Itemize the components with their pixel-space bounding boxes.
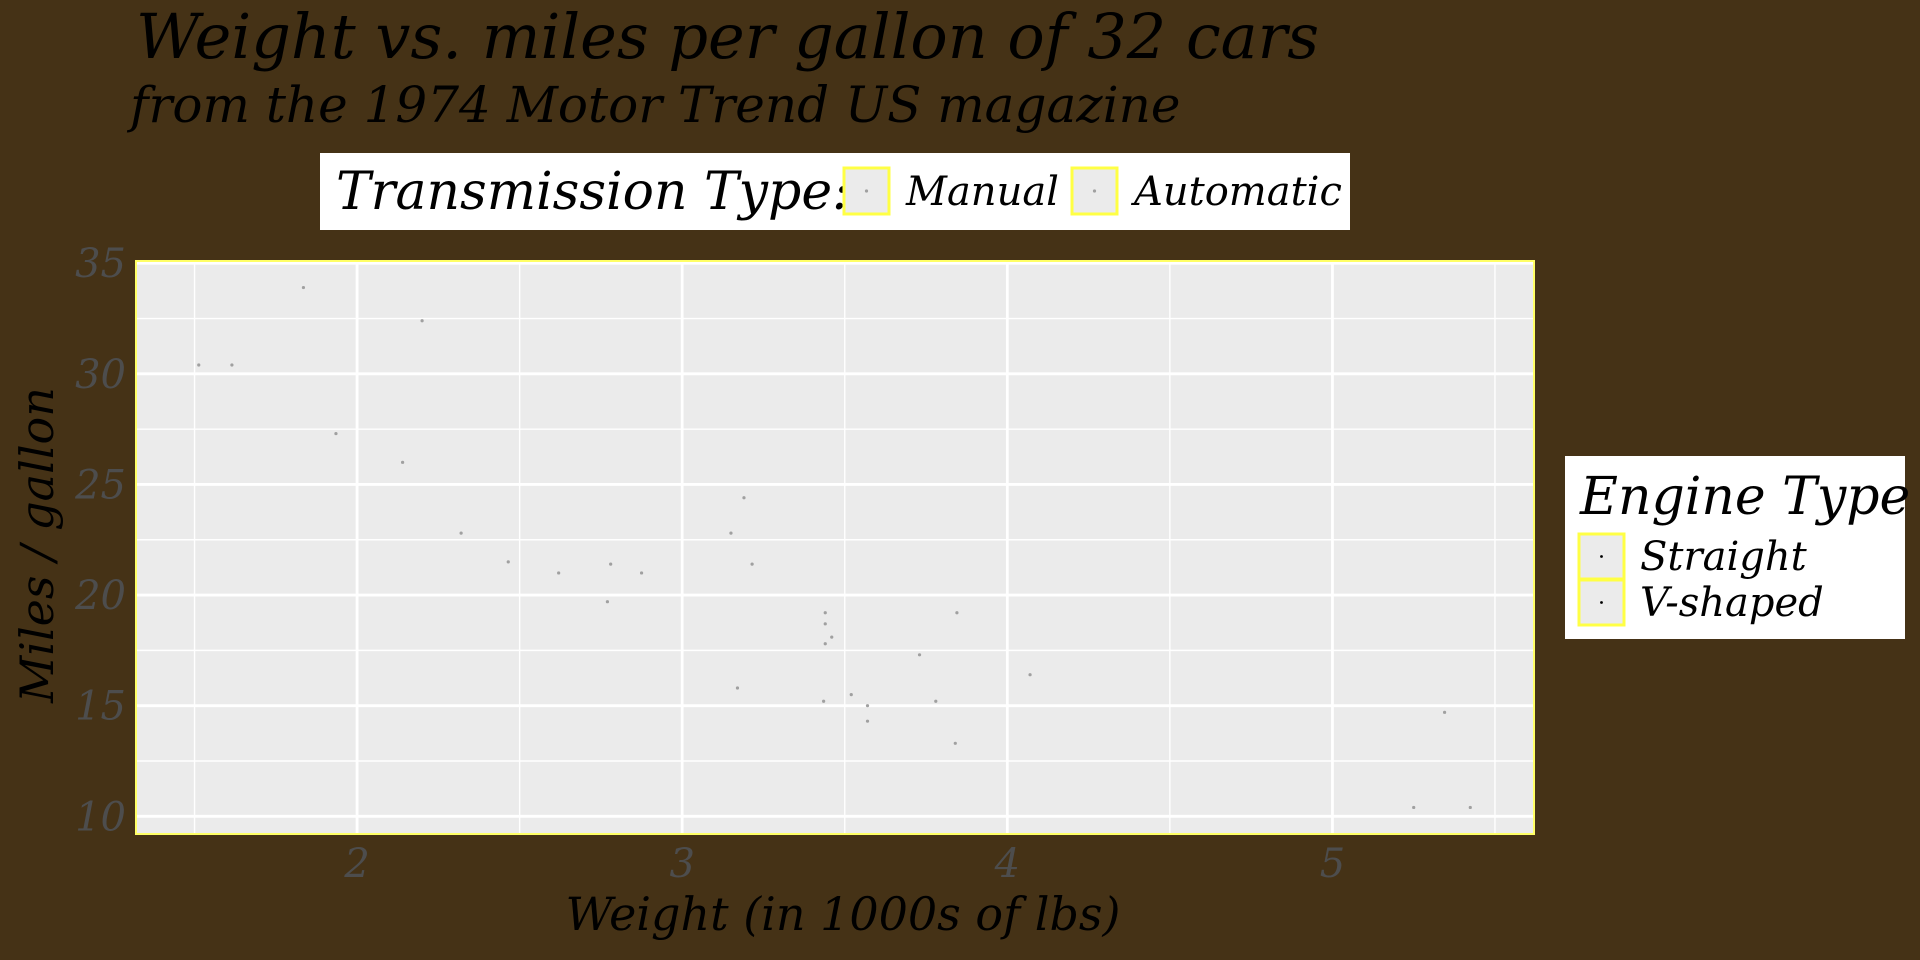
legend-title: Engine Type xyxy=(1579,467,1910,527)
panel-background xyxy=(136,261,1534,834)
data-point-manual xyxy=(865,704,870,708)
x-axis-ticks: 2 3 4 5 xyxy=(343,841,1345,887)
y-tick-label: 15 xyxy=(75,684,126,730)
data-point-manual xyxy=(197,363,201,367)
data-points xyxy=(197,285,1472,810)
y-tick-label: 25 xyxy=(74,462,126,508)
data-point-manual xyxy=(301,285,306,290)
x-tick-label: 5 xyxy=(1320,841,1345,887)
legend-key-point xyxy=(1092,189,1097,193)
legend-key-point xyxy=(864,189,869,193)
data-point-automatic xyxy=(953,741,957,745)
y-tick-label: 30 xyxy=(75,352,126,398)
data-point-automatic xyxy=(750,562,754,566)
data-point-automatic xyxy=(742,496,746,500)
data-point-manual xyxy=(735,686,740,690)
data-point-manual xyxy=(609,562,613,566)
data-point-automatic xyxy=(506,560,510,564)
data-point-automatic xyxy=(830,635,834,639)
y-tick-label: 20 xyxy=(74,573,126,619)
data-point-automatic xyxy=(822,699,826,703)
y-tick-label: 35 xyxy=(75,241,126,287)
data-point-automatic xyxy=(1442,710,1447,714)
data-point-automatic xyxy=(823,642,827,646)
data-point-automatic xyxy=(865,719,870,723)
data-point-automatic xyxy=(1468,805,1472,810)
data-point-manual xyxy=(557,571,561,575)
legend-box xyxy=(320,153,1350,230)
y-axis-title: Miles / gallon xyxy=(10,387,64,704)
legend-label: Manual xyxy=(905,169,1059,215)
data-point-automatic xyxy=(955,611,959,615)
y-tick-label: 10 xyxy=(75,794,126,840)
data-point-manual xyxy=(230,363,234,367)
data-point-automatic xyxy=(917,653,922,657)
x-tick-label: 3 xyxy=(669,841,694,887)
data-point-automatic xyxy=(823,622,827,626)
x-tick-label: 2 xyxy=(343,841,369,887)
legend-label: V-shaped xyxy=(1640,580,1824,626)
data-point-automatic xyxy=(1028,673,1032,677)
legend-title: Transmission Type: xyxy=(336,162,850,222)
data-point-automatic xyxy=(729,531,733,535)
x-tick-label: 4 xyxy=(994,841,1020,887)
grid-lines xyxy=(136,261,1534,834)
legend-label: Straight xyxy=(1640,534,1808,580)
data-point-manual xyxy=(334,431,338,436)
data-point-manual xyxy=(639,571,644,575)
data-point-manual xyxy=(459,531,463,535)
legend-key-point xyxy=(1600,601,1603,604)
transmission-legend: Transmission Type: Manual Automatic xyxy=(320,153,1350,230)
data-point-manual xyxy=(400,460,405,464)
data-point-automatic xyxy=(823,611,827,615)
panel-border xyxy=(135,260,1535,835)
data-point-automatic xyxy=(849,693,853,697)
x-axis-title: Weight (in 1000s of lbs) xyxy=(566,887,1121,941)
data-point-automatic xyxy=(934,699,938,703)
plot-panel xyxy=(135,260,1535,835)
chart-title: Weight vs. miles per gallon of 32 cars xyxy=(136,0,1319,73)
legend-key-point xyxy=(1600,555,1603,558)
data-point-automatic xyxy=(1412,805,1416,810)
data-point-manual xyxy=(605,600,610,604)
chart-subtitle: from the 1974 Motor Trend US magazine xyxy=(126,76,1180,134)
legend-label: Automatic xyxy=(1130,169,1342,215)
y-axis-ticks: 10 15 20 25 30 35 xyxy=(74,241,126,840)
data-point-manual xyxy=(420,319,424,323)
